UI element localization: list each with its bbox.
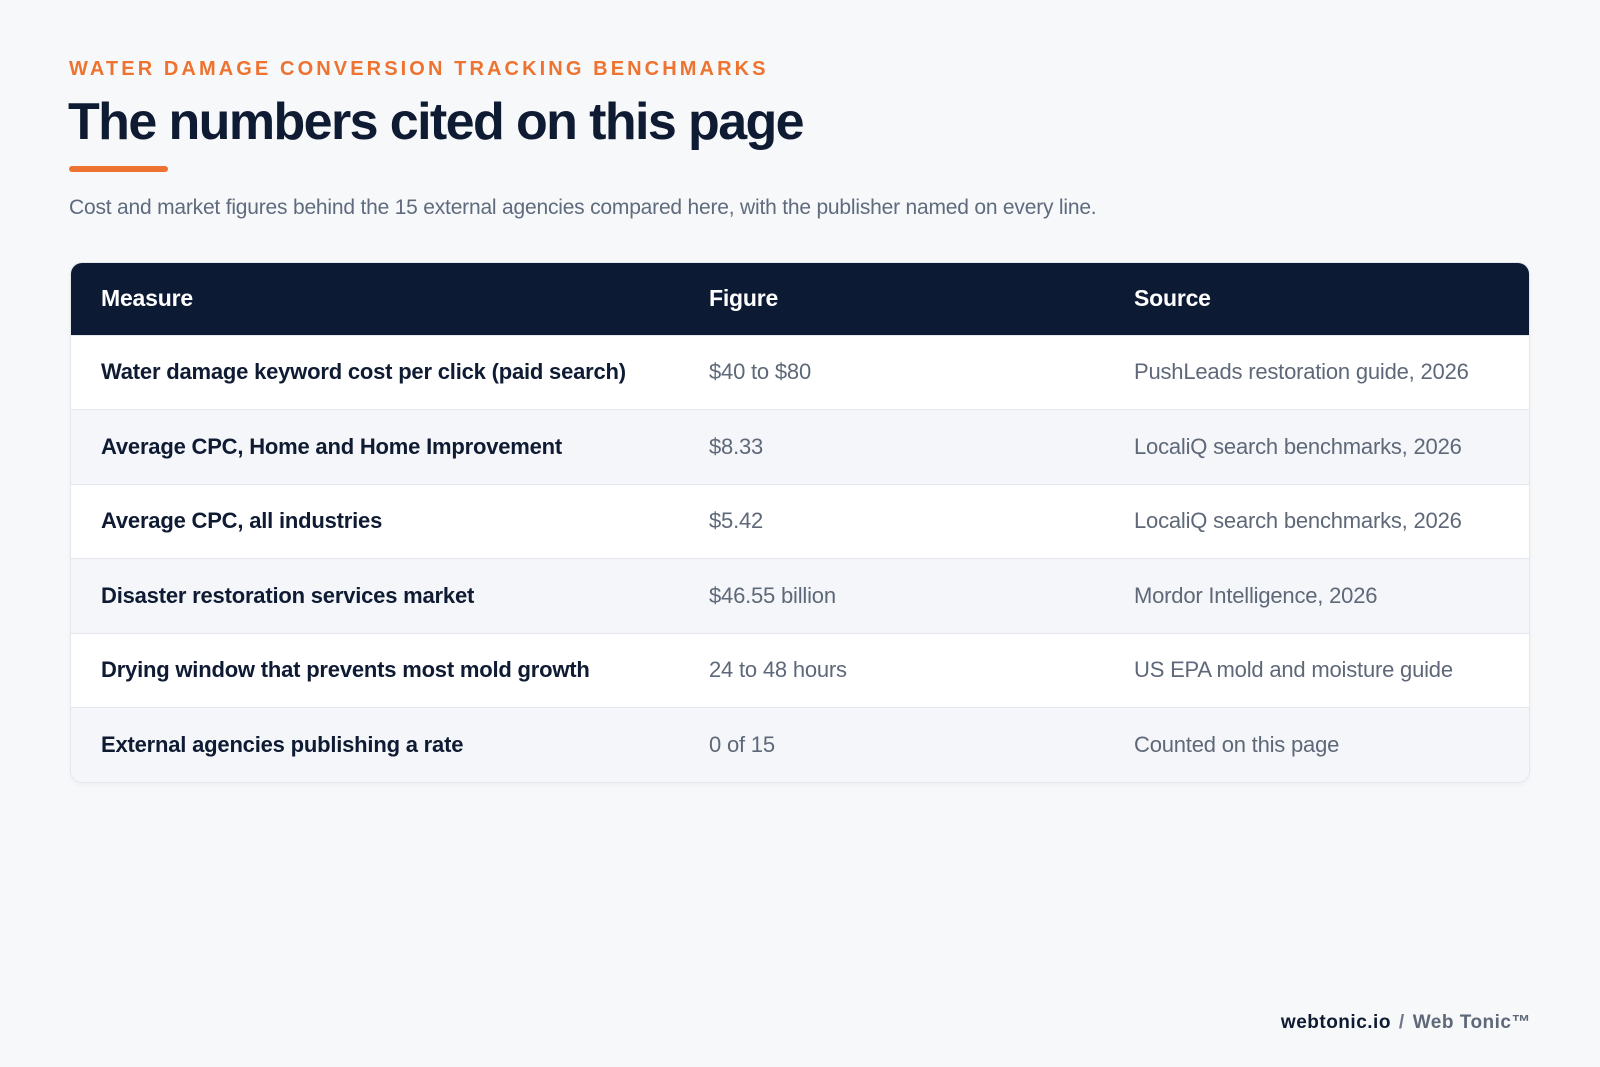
- measure-cell: Average CPC, Home and Home Improvement: [101, 433, 563, 459]
- figure-cell: $8.33: [709, 433, 764, 459]
- footer-domain: webtonic.io: [1280, 1012, 1391, 1033]
- source-cell: LocaliQ search benchmarks, 2026: [1134, 433, 1462, 459]
- table-row: External agencies publishing a rate 0 of…: [71, 707, 1529, 782]
- figure-cell: 24 to 48 hours: [709, 657, 847, 683]
- table-row: Average CPC, all industries $5.42 Locali…: [71, 484, 1529, 559]
- table-header: Measure Figure Source: [71, 263, 1529, 335]
- source-cell: Counted on this page: [1134, 732, 1340, 757]
- measure-cell: Average CPC, all industries: [101, 508, 383, 534]
- table-row: Disaster restoration services market $46…: [71, 558, 1529, 633]
- figure-cell: $40 to $80: [709, 359, 811, 385]
- title-accent-bar: [69, 166, 168, 172]
- figure-cell: $46.55 billion: [709, 582, 836, 608]
- benchmarks-table-card: Measure Figure Source Water damage keywo…: [70, 262, 1530, 783]
- footer-separator: /: [1398, 1012, 1405, 1033]
- figure-cell: $5.42: [709, 508, 764, 534]
- measure-cell: External agencies publishing a rate: [101, 732, 464, 757]
- measure-cell: Drying window that prevents most mold gr…: [101, 657, 590, 683]
- source-cell: PushLeads restoration guide, 2026: [1134, 359, 1469, 385]
- source-cell: LocaliQ search benchmarks, 2026: [1134, 508, 1462, 534]
- benchmarks-table: Measure Figure Source Water damage keywo…: [71, 263, 1529, 782]
- source-cell: Mordor Intelligence, 2026: [1134, 582, 1378, 608]
- measure-cell: Water damage keyword cost per click (pai…: [101, 359, 626, 385]
- source-cell: US EPA mold and moisture guide: [1134, 657, 1453, 683]
- page-subtitle: Cost and market figures behind the 15 ex…: [69, 196, 1097, 219]
- page-title: The numbers cited on this page: [68, 93, 805, 151]
- footer-brand: Web Tonic™: [1412, 1012, 1531, 1033]
- measure-cell: Disaster restoration services market: [101, 582, 475, 608]
- column-header-figure: Figure: [709, 285, 779, 312]
- figure-cell: 0 of 15: [709, 732, 775, 757]
- table-row: Average CPC, Home and Home Improvement $…: [71, 409, 1529, 484]
- table-row: Water damage keyword cost per click (pai…: [71, 335, 1529, 410]
- table-row: Drying window that prevents most mold gr…: [71, 633, 1529, 708]
- column-header-source: Source: [1134, 285, 1211, 312]
- table-header-row: Measure Figure Source: [71, 263, 1529, 335]
- eyebrow-label: WATER DAMAGE CONVERSION TRACKING BENCHMA…: [69, 58, 769, 80]
- column-header-measure: Measure: [101, 285, 193, 312]
- footer-credit: webtonic.io / Web Tonic™: [1281, 1012, 1531, 1034]
- table-body: Water damage keyword cost per click (pai…: [71, 335, 1529, 782]
